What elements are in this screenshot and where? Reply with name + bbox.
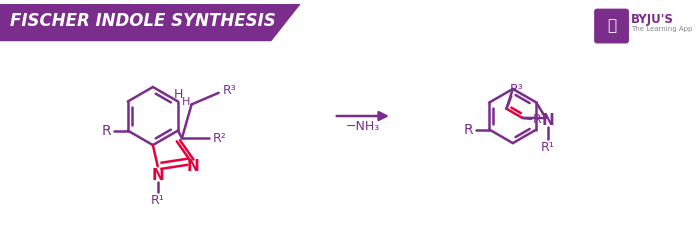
Text: H: H bbox=[174, 88, 183, 101]
Text: BYJU'S: BYJU'S bbox=[631, 13, 674, 26]
FancyBboxPatch shape bbox=[594, 9, 629, 44]
Text: The Learning App: The Learning App bbox=[631, 26, 692, 32]
Text: R²: R² bbox=[213, 132, 227, 145]
Text: R: R bbox=[102, 124, 111, 138]
Text: N: N bbox=[541, 113, 554, 128]
Text: N: N bbox=[151, 168, 164, 183]
Text: H: H bbox=[181, 98, 190, 107]
Text: Ⓑ: Ⓑ bbox=[607, 18, 616, 33]
Text: R¹: R¹ bbox=[150, 194, 164, 207]
Text: R³: R³ bbox=[223, 84, 236, 97]
Text: R: R bbox=[463, 123, 473, 137]
Text: R³: R³ bbox=[510, 83, 523, 96]
Text: FISCHER INDOLE SYNTHESIS: FISCHER INDOLE SYNTHESIS bbox=[10, 12, 275, 30]
Text: R²: R² bbox=[533, 113, 547, 126]
Text: −NH₃: −NH₃ bbox=[346, 120, 380, 133]
Text: R¹: R¹ bbox=[541, 141, 554, 154]
Polygon shape bbox=[0, 4, 300, 40]
Text: N: N bbox=[186, 159, 199, 174]
